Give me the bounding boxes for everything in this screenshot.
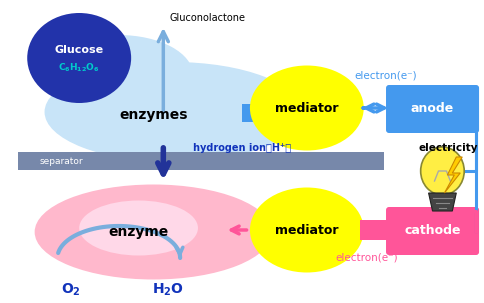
- FancyBboxPatch shape: [385, 85, 478, 133]
- Text: cathode: cathode: [404, 225, 460, 238]
- FancyArrowPatch shape: [158, 32, 168, 112]
- FancyBboxPatch shape: [360, 220, 387, 240]
- FancyBboxPatch shape: [18, 152, 383, 170]
- Ellipse shape: [27, 13, 131, 103]
- Ellipse shape: [249, 65, 363, 151]
- Text: enzyme: enzyme: [108, 225, 168, 239]
- Ellipse shape: [45, 35, 193, 115]
- Polygon shape: [428, 193, 455, 211]
- Text: separator: separator: [40, 157, 83, 165]
- Ellipse shape: [45, 62, 301, 162]
- FancyArrowPatch shape: [231, 226, 246, 234]
- Ellipse shape: [34, 185, 272, 279]
- Text: Glucose: Glucose: [55, 45, 104, 55]
- Text: electron(e⁻): electron(e⁻): [354, 70, 416, 80]
- Text: $\mathbf{O_2}$: $\mathbf{O_2}$: [61, 282, 81, 298]
- FancyArrowPatch shape: [176, 247, 182, 256]
- Text: mediator: mediator: [274, 102, 338, 115]
- Text: electron(e⁻): electron(e⁻): [334, 253, 397, 263]
- Ellipse shape: [420, 147, 463, 195]
- Text: $\mathbf{H_2O}$: $\mathbf{H_2O}$: [152, 282, 184, 298]
- Text: mediator: mediator: [274, 224, 338, 237]
- FancyBboxPatch shape: [242, 104, 264, 122]
- Ellipse shape: [79, 201, 197, 255]
- Text: Gluconolactone: Gluconolactone: [169, 13, 245, 23]
- Polygon shape: [443, 157, 461, 193]
- Text: $\mathbf{C_6H_{12}O_6}$: $\mathbf{C_6H_{12}O_6}$: [58, 62, 100, 74]
- Text: anode: anode: [410, 102, 453, 115]
- Text: hydrogen ion（H⁺）: hydrogen ion（H⁺）: [193, 143, 291, 153]
- Text: enzymes: enzymes: [119, 108, 187, 122]
- FancyBboxPatch shape: [385, 207, 478, 255]
- Text: electricity: electricity: [418, 143, 477, 153]
- FancyArrowPatch shape: [366, 104, 383, 112]
- FancyArrowPatch shape: [157, 148, 168, 174]
- Ellipse shape: [249, 188, 363, 272]
